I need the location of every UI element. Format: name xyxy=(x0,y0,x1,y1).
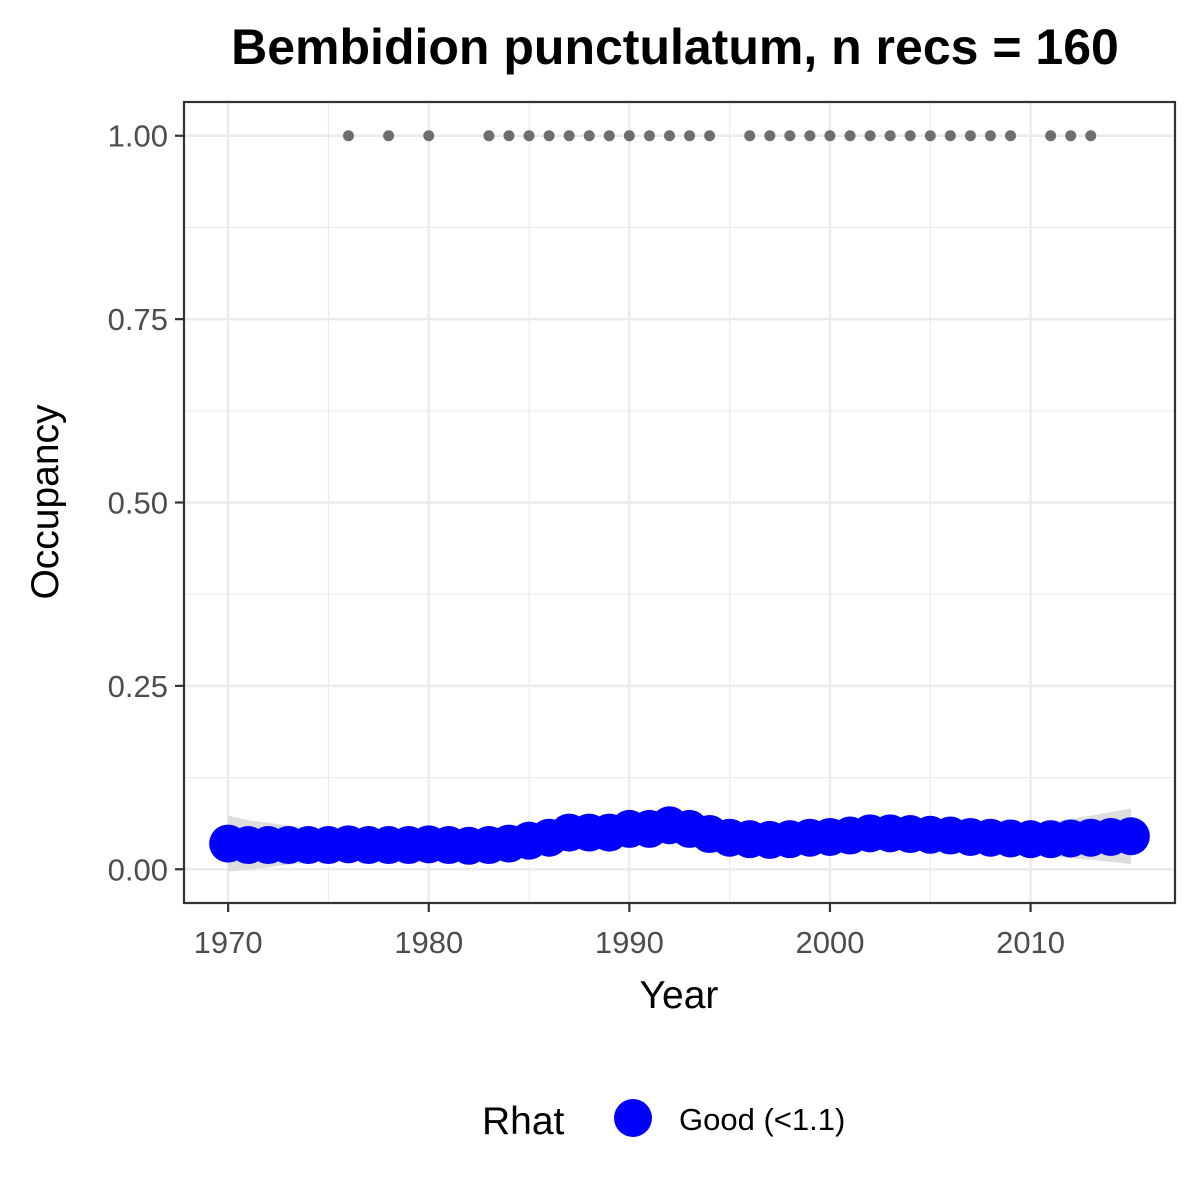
record-point xyxy=(643,130,655,142)
x-tick-label: 1970 xyxy=(194,925,263,960)
record-point xyxy=(844,130,856,142)
x-tick-label: 2000 xyxy=(795,925,864,960)
record-point xyxy=(383,130,395,142)
record-point xyxy=(1085,130,1097,142)
record-point xyxy=(824,130,836,142)
grid-lines xyxy=(184,102,1175,903)
x-tick-label: 1980 xyxy=(394,925,463,960)
occupancy-points xyxy=(209,806,1150,865)
record-point xyxy=(423,130,435,142)
x-axis-title: Year xyxy=(640,974,719,1017)
legend-key-good xyxy=(614,1099,652,1137)
record-point xyxy=(784,130,796,142)
record-point xyxy=(483,130,495,142)
record-point xyxy=(342,130,354,142)
record-point xyxy=(1065,130,1077,142)
record-point xyxy=(1045,130,1057,142)
y-tick-label: 0.00 xyxy=(108,852,168,887)
legend: Rhat Good (<1.1) xyxy=(482,1099,845,1143)
x-tick-label: 2010 xyxy=(996,925,1065,960)
record-point xyxy=(523,130,535,142)
y-tick-label: 0.25 xyxy=(108,669,168,704)
record-point xyxy=(503,130,515,142)
record-point xyxy=(924,130,936,142)
record-point xyxy=(744,130,756,142)
record-point xyxy=(623,130,635,142)
record-point xyxy=(583,130,595,142)
record-point xyxy=(804,130,816,142)
record-point xyxy=(764,130,776,142)
record-point xyxy=(663,130,675,142)
record-point xyxy=(543,130,555,142)
record-point xyxy=(603,130,615,142)
record-point xyxy=(984,130,996,142)
chart-title: Bembidion punctulatum, n recs = 160 xyxy=(231,19,1119,75)
record-point xyxy=(864,130,876,142)
y-tick-label: 0.75 xyxy=(108,302,168,337)
y-axis-title: Occupancy xyxy=(24,404,67,600)
y-tick-label: 0.50 xyxy=(108,486,168,521)
legend-title: Rhat xyxy=(482,1100,565,1143)
occupancy-point xyxy=(1111,817,1150,856)
y-tick-label: 1.00 xyxy=(108,119,168,154)
record-point xyxy=(704,130,716,142)
x-tick-label: 1990 xyxy=(595,925,664,960)
axes: 1970 1980 1990 2000 2010 0.00 0.25 0.50 0.75 1.00 xyxy=(108,119,1065,960)
record-point xyxy=(684,130,696,142)
record-point xyxy=(904,130,916,142)
record-point xyxy=(563,130,575,142)
record-points xyxy=(342,130,1097,142)
record-point xyxy=(944,130,956,142)
record-point xyxy=(1005,130,1017,142)
record-point xyxy=(964,130,976,142)
record-point xyxy=(884,130,896,142)
legend-label-good: Good (<1.1) xyxy=(679,1102,845,1137)
